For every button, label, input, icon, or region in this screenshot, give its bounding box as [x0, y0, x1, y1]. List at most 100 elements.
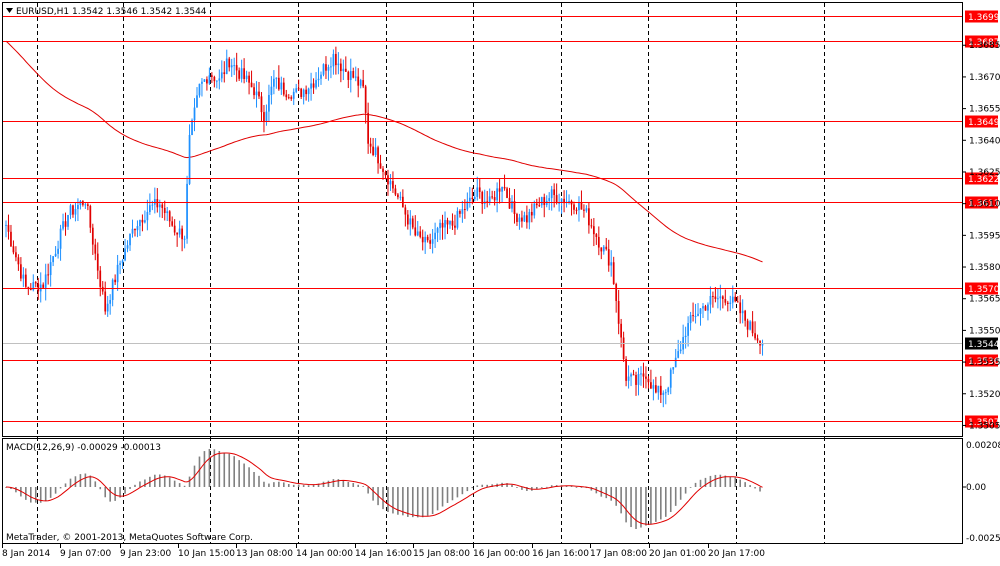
candle[interactable] — [126, 240, 129, 253]
candle[interactable] — [553, 183, 556, 208]
candle[interactable] — [295, 83, 298, 94]
candle[interactable] — [687, 316, 689, 347]
candle[interactable] — [10, 224, 12, 247]
candle[interactable] — [439, 219, 441, 240]
candle[interactable] — [501, 186, 503, 203]
candle[interactable] — [392, 171, 394, 193]
candle[interactable] — [682, 324, 685, 355]
candle[interactable] — [230, 58, 233, 77]
candle[interactable] — [67, 214, 69, 230]
candle[interactable] — [697, 303, 699, 317]
candle[interactable] — [468, 186, 471, 208]
candle[interactable] — [667, 386, 670, 395]
candle[interactable] — [240, 59, 243, 83]
candle[interactable] — [411, 215, 414, 230]
candle[interactable] — [451, 213, 454, 230]
candle[interactable] — [201, 77, 203, 97]
candle[interactable] — [282, 77, 285, 97]
candle[interactable] — [637, 367, 640, 396]
candle[interactable] — [384, 170, 387, 180]
candle[interactable] — [352, 67, 355, 79]
candle[interactable] — [153, 187, 156, 214]
candle[interactable] — [503, 174, 506, 191]
candle[interactable] — [575, 207, 578, 215]
candle[interactable] — [47, 263, 50, 285]
candle[interactable] — [677, 339, 680, 359]
candle[interactable] — [647, 375, 650, 389]
candle[interactable] — [650, 369, 652, 389]
candle[interactable] — [568, 194, 570, 205]
candle[interactable] — [305, 85, 307, 101]
candle[interactable] — [121, 259, 124, 269]
candle[interactable] — [645, 366, 647, 389]
candle[interactable] — [521, 210, 523, 228]
candle[interactable] — [49, 254, 52, 287]
candle[interactable] — [302, 88, 305, 105]
candle[interactable] — [401, 189, 404, 208]
candle[interactable] — [491, 190, 494, 200]
candle[interactable] — [342, 59, 345, 81]
candle[interactable] — [535, 198, 538, 209]
candle[interactable] — [714, 287, 717, 303]
candle[interactable] — [409, 210, 412, 236]
candle[interactable] — [704, 304, 707, 311]
candle[interactable] — [144, 210, 146, 224]
candle[interactable] — [620, 318, 623, 348]
candle[interactable] — [109, 294, 112, 315]
candle[interactable] — [744, 309, 747, 327]
candle[interactable] — [516, 212, 518, 226]
candle[interactable] — [89, 204, 92, 233]
candle[interactable] — [114, 274, 117, 286]
candle[interactable] — [315, 72, 317, 90]
candle[interactable] — [253, 83, 255, 100]
candle[interactable] — [255, 81, 258, 108]
price-scale[interactable]: 1.3685 1.3670 1.3655 1.3640 1.3625 1.3610 1.35… — [962, 41, 1000, 431]
candle[interactable] — [456, 207, 459, 230]
candle[interactable] — [414, 215, 417, 237]
candle[interactable] — [339, 58, 342, 83]
candle[interactable] — [124, 239, 126, 262]
candle[interactable] — [344, 56, 347, 72]
candle[interactable] — [595, 233, 598, 245]
candle[interactable] — [325, 56, 327, 79]
candle[interactable] — [193, 98, 196, 132]
candle[interactable] — [260, 92, 263, 122]
candle[interactable] — [612, 256, 615, 285]
candle[interactable] — [513, 189, 516, 224]
candle[interactable] — [364, 84, 367, 124]
candle[interactable] — [359, 78, 362, 89]
candle[interactable] — [104, 281, 107, 315]
candle[interactable] — [672, 367, 675, 374]
candle[interactable] — [630, 372, 632, 387]
candle[interactable] — [382, 166, 384, 180]
macd-layer[interactable] — [5, 448, 966, 529]
candle[interactable] — [454, 214, 456, 235]
candle[interactable] — [498, 179, 501, 204]
candle[interactable] — [444, 211, 446, 240]
candle[interactable] — [292, 88, 295, 105]
candle[interactable] — [679, 341, 682, 354]
candle[interactable] — [213, 75, 216, 88]
candle[interactable] — [208, 67, 211, 85]
candle[interactable] — [734, 292, 737, 303]
candle[interactable] — [245, 70, 248, 83]
candle[interactable] — [761, 339, 764, 356]
candle[interactable] — [320, 71, 322, 85]
candle[interactable] — [335, 46, 337, 75]
candle[interactable] — [424, 231, 427, 254]
candle[interactable] — [607, 239, 610, 272]
candle[interactable] — [72, 204, 74, 218]
candle[interactable] — [717, 288, 719, 309]
candle[interactable] — [206, 76, 208, 91]
candle[interactable] — [134, 228, 136, 237]
candle[interactable] — [597, 226, 600, 256]
candle[interactable] — [506, 186, 508, 199]
candle[interactable] — [183, 235, 186, 249]
candle[interactable] — [64, 212, 67, 236]
candle[interactable] — [694, 303, 697, 324]
candle[interactable] — [96, 242, 99, 280]
collapse-triangle-icon[interactable] — [6, 8, 13, 13]
candle[interactable] — [166, 206, 169, 222]
candle[interactable] — [141, 214, 144, 232]
